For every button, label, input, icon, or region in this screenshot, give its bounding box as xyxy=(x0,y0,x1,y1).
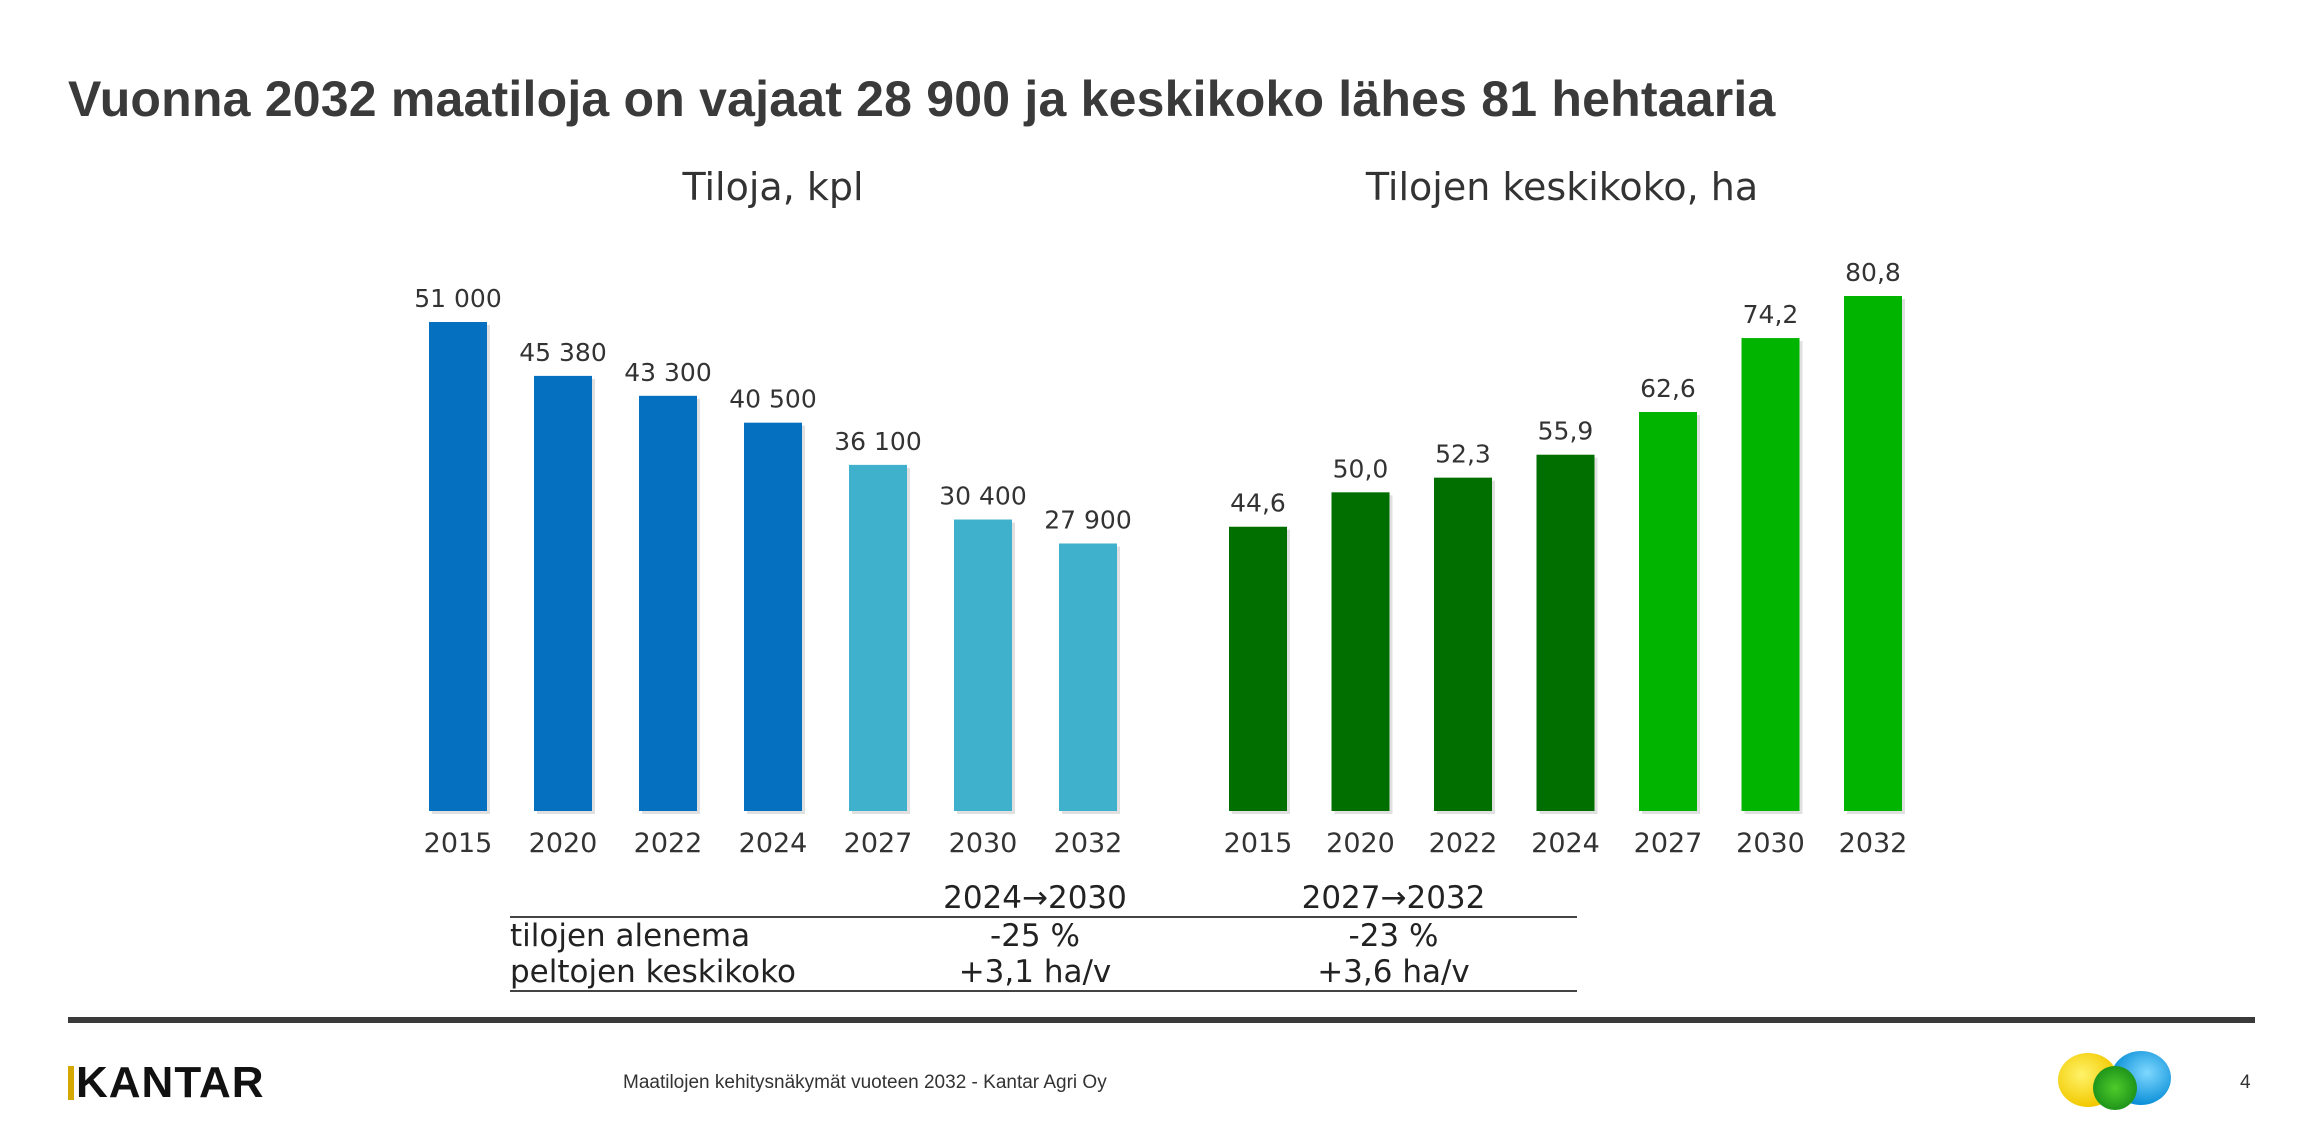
x-tick-label: 2032 xyxy=(1054,828,1123,859)
bar xyxy=(1331,492,1390,811)
x-tick-label: 2027 xyxy=(1634,828,1703,859)
x-tick-label: 2022 xyxy=(634,828,703,859)
data-label: 27 900 xyxy=(1044,505,1131,534)
chart-title: Tilojen keskikoko, ha xyxy=(1365,165,1758,209)
x-tick-label: 2030 xyxy=(1736,828,1805,859)
logo-accent-bar xyxy=(68,1066,74,1100)
bar xyxy=(1844,296,1902,811)
summary-cell: +3,6 ha/v xyxy=(1317,954,1470,990)
data-label: 52,3 xyxy=(1435,440,1491,469)
summary-row-farm-decline: tilojen alenema -25 % -23 % xyxy=(510,918,1577,954)
summary-row-label: peltojen keskikoko xyxy=(510,954,796,990)
summary-cell: +3,1 ha/v xyxy=(958,954,1112,990)
chart-title: Tiloja, kpl xyxy=(681,165,863,209)
data-label: 74,2 xyxy=(1743,300,1799,329)
x-tick-label: 2020 xyxy=(1326,828,1395,859)
data-label: 36 100 xyxy=(834,427,921,456)
brand-mark-icon xyxy=(2058,1051,2171,1110)
data-label: 30 400 xyxy=(939,482,1026,511)
page-number: 4 xyxy=(2240,1072,2251,1093)
data-label: 55,9 xyxy=(1538,417,1594,446)
summary-cell: -23 % xyxy=(1348,918,1439,954)
bar xyxy=(1229,526,1287,811)
page-title: Vuonna 2032 maatiloja on vajaat 28 900 j… xyxy=(68,71,1776,127)
x-tick-label: 2015 xyxy=(424,828,493,859)
x-tick-label: 2030 xyxy=(949,828,1018,859)
summary-table: 2024→2030 2027→2032 tilojen alenema -25 … xyxy=(510,880,1577,992)
logo-text: KANTAR xyxy=(76,1058,265,1107)
bar xyxy=(639,395,697,811)
summary-header-period-1: 2024→2030 xyxy=(943,880,1127,916)
x-tick-label: 2032 xyxy=(1839,828,1908,859)
data-label: 80,8 xyxy=(1845,258,1901,287)
bar xyxy=(849,464,907,811)
footer-note: Maatilojen kehitysnäkymät vuoteen 2032 -… xyxy=(623,1072,1107,1093)
bar xyxy=(1639,412,1697,811)
x-tick-label: 2015 xyxy=(1224,828,1293,859)
footer-divider xyxy=(68,1017,2255,1023)
x-tick-label: 2020 xyxy=(529,828,598,859)
summary-header-period-2: 2027→2032 xyxy=(1301,880,1486,916)
x-tick-label: 2027 xyxy=(844,828,913,859)
bar xyxy=(1434,477,1492,811)
kantar-logo: KANTAR xyxy=(68,1058,265,1108)
bar xyxy=(429,322,487,811)
summary-row-label: tilojen alenema xyxy=(510,918,751,954)
data-label: 45 380 xyxy=(519,338,606,367)
data-label: 50,0 xyxy=(1333,454,1389,483)
summary-row-field-size: peltojen keskikoko +3,1 ha/v +3,6 ha/v xyxy=(510,954,1577,992)
data-label: 44,6 xyxy=(1230,489,1286,518)
data-label: 43 300 xyxy=(624,358,711,387)
bar xyxy=(744,422,802,811)
bar xyxy=(534,375,592,811)
data-label: 62,6 xyxy=(1640,374,1696,403)
x-tick-label: 2022 xyxy=(1429,828,1498,859)
data-label: 40 500 xyxy=(729,385,816,414)
bar xyxy=(1741,338,1800,811)
bar xyxy=(1536,454,1595,811)
summary-cell: -25 % xyxy=(990,918,1080,954)
x-tick-label: 2024 xyxy=(1531,828,1600,859)
x-tick-label: 2024 xyxy=(739,828,808,859)
summary-header-row: 2024→2030 2027→2032 xyxy=(510,880,1577,918)
data-label: 51 000 xyxy=(414,284,501,313)
bar xyxy=(954,519,1012,811)
bar xyxy=(1059,543,1117,811)
